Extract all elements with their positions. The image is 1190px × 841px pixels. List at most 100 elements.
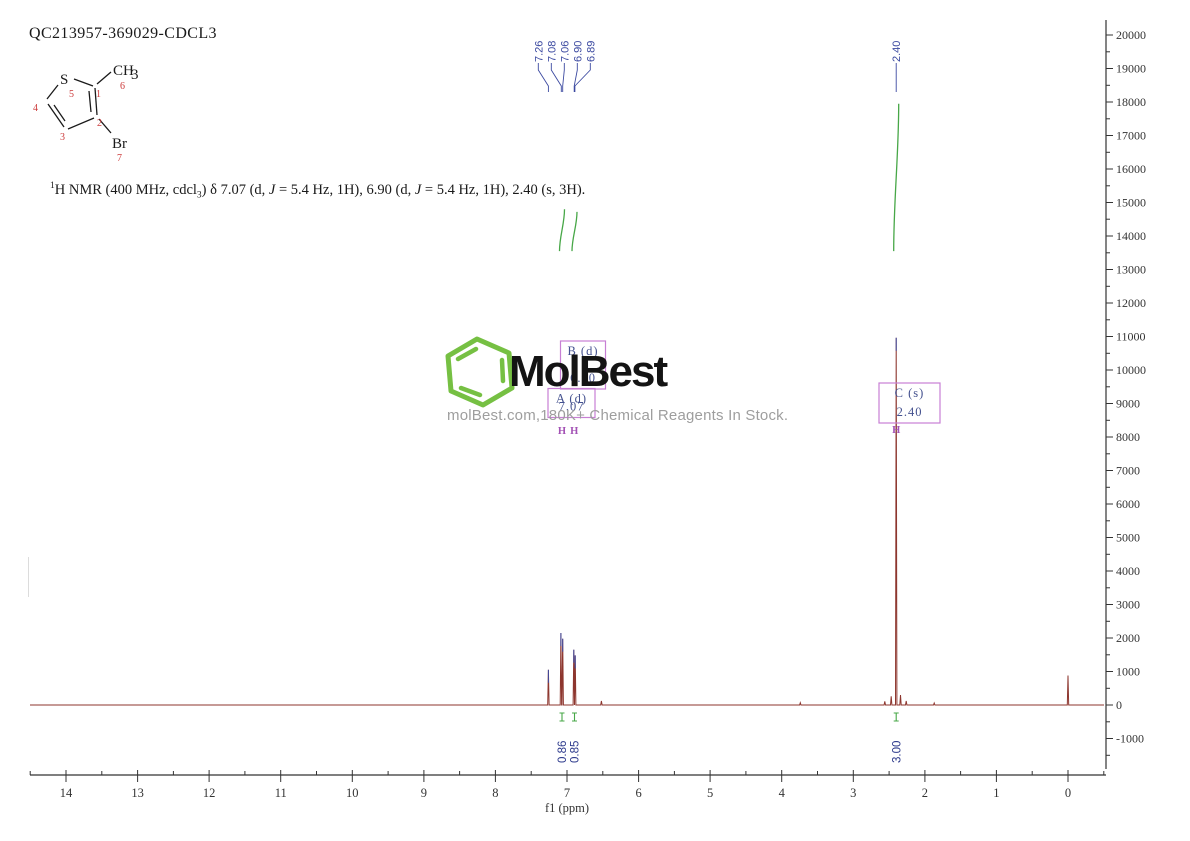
peak-shift-label: 6.89 [585, 41, 597, 62]
y-axis-tick-label: 15000 [1116, 196, 1146, 210]
multiplet-label: B (d) [567, 344, 598, 358]
integral-value-label: 0.85 [570, 741, 582, 763]
multiplet-box-A [547, 387, 596, 419]
peak-shift-label: 2.40 [891, 41, 903, 62]
atom-number-4: 4 [33, 103, 38, 114]
x-axis-tick-label: 2 [922, 786, 928, 800]
atom-label-s: S [60, 72, 68, 88]
multiplet-proton-label: H [570, 426, 578, 437]
atom-label-ch-sub: 3 [131, 67, 139, 83]
atom-label-br: Br [112, 136, 127, 152]
atom-number-5: 5 [69, 89, 74, 100]
spectrum-trace [30, 337, 1104, 706]
atom-number-3: 3 [60, 132, 65, 143]
y-axis-tick-label: 16000 [1116, 162, 1146, 176]
multiplet-shift: 7.07 [559, 400, 585, 414]
x-axis-tick-label: 12 [203, 786, 216, 800]
multiplet-shift: 2.40 [897, 405, 923, 419]
peak-shift-label: 7.08 [546, 41, 558, 62]
peak-label-connector [562, 63, 565, 92]
multiplet-label: A (d) [556, 392, 587, 406]
nmr-citation: 1H NMR (400 MHz, cdcl3) δ 7.07 (d, J = 5… [50, 181, 585, 201]
peak-label-connector [550, 63, 562, 92]
x-axis-tick-label: 7 [564, 786, 570, 800]
x-axis-title: f1 (ppm) [545, 801, 589, 815]
atom-label-ch: CH [113, 63, 134, 79]
molbest-tagline: molBest.com,180K+ Chemical Reagents In S… [447, 407, 789, 424]
x-axis-tick-label: 5 [707, 786, 713, 800]
integral-bracket-mark [572, 712, 577, 722]
citation-text: ) δ 7.07 (d, [201, 181, 269, 198]
peak-shift-label: 7.06 [559, 41, 571, 62]
atom-number-1: 1 [96, 89, 101, 100]
left-edge-artifact [28, 557, 29, 597]
x-axis-tick-label: 1 [993, 786, 999, 800]
hexagon-inner-bonds [455, 346, 506, 398]
hexagon-outline [445, 336, 515, 408]
integral-value-label: 3.00 [891, 741, 903, 763]
citation-text: = 5.4 Hz, 1H), 2.40 (s, 3H). [421, 181, 586, 198]
y-axis-tick-label: 10000 [1116, 363, 1146, 377]
y-axis-tick-label: 20000 [1116, 28, 1146, 42]
citation-j-coupling: J [268, 181, 276, 198]
citation-text: H NMR (400 MHz, cdcl [54, 181, 197, 198]
integral-value-label: 0.86 [557, 741, 569, 763]
y-axis-tick-label: 14000 [1116, 229, 1146, 243]
multiplet-shift: 6.90 [570, 371, 596, 385]
molecule-bonds [46, 71, 112, 134]
y-axis-tick-label: 3000 [1116, 598, 1140, 612]
multiplet-proton-label: H [892, 425, 900, 436]
multiplet-label: C (s) [895, 386, 925, 400]
y-axis-tick-label: 13000 [1116, 263, 1146, 277]
y-axis-tick-label: 7000 [1116, 464, 1140, 478]
citation-subscript: 3 [196, 190, 202, 201]
integral-bracket-mark [559, 712, 565, 722]
x-axis-tick-label: 11 [275, 786, 287, 800]
y-axis-tick-label: 11000 [1116, 330, 1146, 344]
citation-j-coupling: J [414, 181, 422, 198]
y-axis-tick-label: 4000 [1116, 564, 1140, 578]
multiplet-proton-label: H [558, 426, 566, 437]
y-axis-tick-label: 2000 [1116, 631, 1140, 645]
x-axis-tick-label: 3 [850, 786, 856, 800]
molbest-brand-text: MolBest [509, 347, 668, 396]
x-axis-tick-label: 6 [635, 786, 641, 800]
peak-label-connector [574, 63, 591, 92]
peak-label-connector [537, 63, 549, 92]
y-axis-tick-label: 19000 [1116, 62, 1146, 76]
molbest-hexagon-logo-icon [445, 336, 515, 408]
x-axis-tick-label: 13 [131, 786, 144, 800]
y-axis-tick-label: -1000 [1116, 732, 1144, 746]
y-axis-tick-label: 8000 [1116, 430, 1140, 444]
x-axis-tick-label: 10 [346, 786, 359, 800]
multiplet-box-C [878, 382, 941, 424]
y-axis-tick-label: 0 [1116, 698, 1122, 712]
atom-number-6: 6 [120, 81, 125, 92]
x-axis-tick-label: 4 [779, 786, 786, 800]
y-axis-tick-label: 5000 [1116, 531, 1140, 545]
sample-id-title: QC213957-369029-CDCL3 [29, 25, 217, 42]
integral-curve [558, 209, 566, 252]
peak-shift-label: 7.26 [533, 41, 545, 62]
integral-bracket-mark [893, 712, 899, 722]
x-axis-tick-label: 14 [60, 786, 73, 800]
atom-number-2: 2 [97, 118, 102, 129]
citation-text: = 5.4 Hz, 1H), 6.90 (d, [275, 181, 415, 198]
molecule-structure: S CH 3 Br 1 2 3 4 5 6 7 [33, 63, 139, 164]
y-axis-tick-label: 17000 [1116, 129, 1146, 143]
peak-label-connector [573, 63, 578, 92]
y-axis-tick-label: 18000 [1116, 95, 1146, 109]
integral-curve [571, 211, 578, 252]
x-axis-tick-label: 9 [421, 786, 427, 800]
x-axis-tick-label: 0 [1065, 786, 1071, 800]
y-axis-tick-label: 9000 [1116, 397, 1140, 411]
peak-shift-label: 6.90 [572, 41, 584, 62]
y-axis-tick-label: 12000 [1116, 296, 1146, 310]
atom-number-7: 7 [117, 153, 122, 164]
citation-superscript: 1 [50, 181, 55, 191]
y-axis-tick-label: 6000 [1116, 497, 1140, 511]
integral-curve [893, 103, 900, 252]
x-axis-tick-label: 8 [492, 786, 498, 800]
